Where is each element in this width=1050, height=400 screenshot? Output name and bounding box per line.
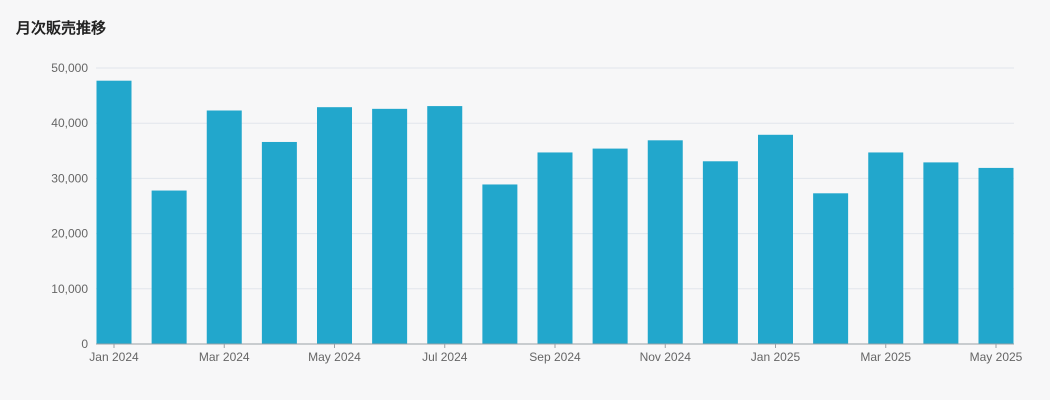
bar[interactable] (923, 162, 959, 344)
x-tick-label: Jan 2025 (751, 350, 801, 364)
bar[interactable] (261, 141, 297, 344)
x-axis-tick-labels: Jan 2024 Mar 2024 May 2024 Jul 2024 Sep 2024… (89, 344, 1023, 364)
y-axis-tick-labels: 0 10,000 20,000 30,000 40,000 50,000 (51, 61, 88, 351)
y-tick-label: 0 (81, 337, 88, 351)
x-tick-label: Jul 2024 (422, 350, 468, 364)
bar[interactable] (317, 107, 352, 344)
bar[interactable] (868, 152, 904, 344)
bar[interactable] (151, 190, 187, 344)
x-tick-label: Mar 2025 (860, 350, 911, 364)
x-tick-label: Jan 2024 (89, 350, 139, 364)
bar[interactable] (482, 184, 518, 344)
y-tick-label: 50,000 (51, 61, 88, 75)
y-tick-label: 30,000 (51, 171, 88, 185)
bar[interactable] (978, 167, 1014, 344)
bars (96, 80, 1014, 345)
bar[interactable] (647, 140, 683, 344)
bar[interactable] (96, 80, 132, 345)
bar[interactable] (702, 161, 738, 344)
y-tick-label: 40,000 (51, 116, 88, 130)
bar[interactable] (758, 134, 793, 344)
x-tick-label: Sep 2024 (529, 350, 581, 364)
bar[interactable] (813, 193, 849, 344)
x-tick-label: Mar 2024 (199, 350, 250, 364)
x-tick-label: May 2024 (308, 350, 361, 364)
y-tick-label: 20,000 (51, 227, 88, 241)
bar[interactable] (206, 110, 242, 344)
bar[interactable] (372, 108, 408, 345)
x-tick-label: Nov 2024 (640, 350, 692, 364)
chart-title: 月次販売推移 (16, 19, 107, 37)
bar[interactable] (427, 106, 463, 344)
bar[interactable] (592, 148, 628, 344)
y-tick-label: 10,000 (51, 282, 88, 296)
x-tick-label: May 2025 (970, 350, 1023, 364)
bar[interactable] (537, 152, 573, 344)
